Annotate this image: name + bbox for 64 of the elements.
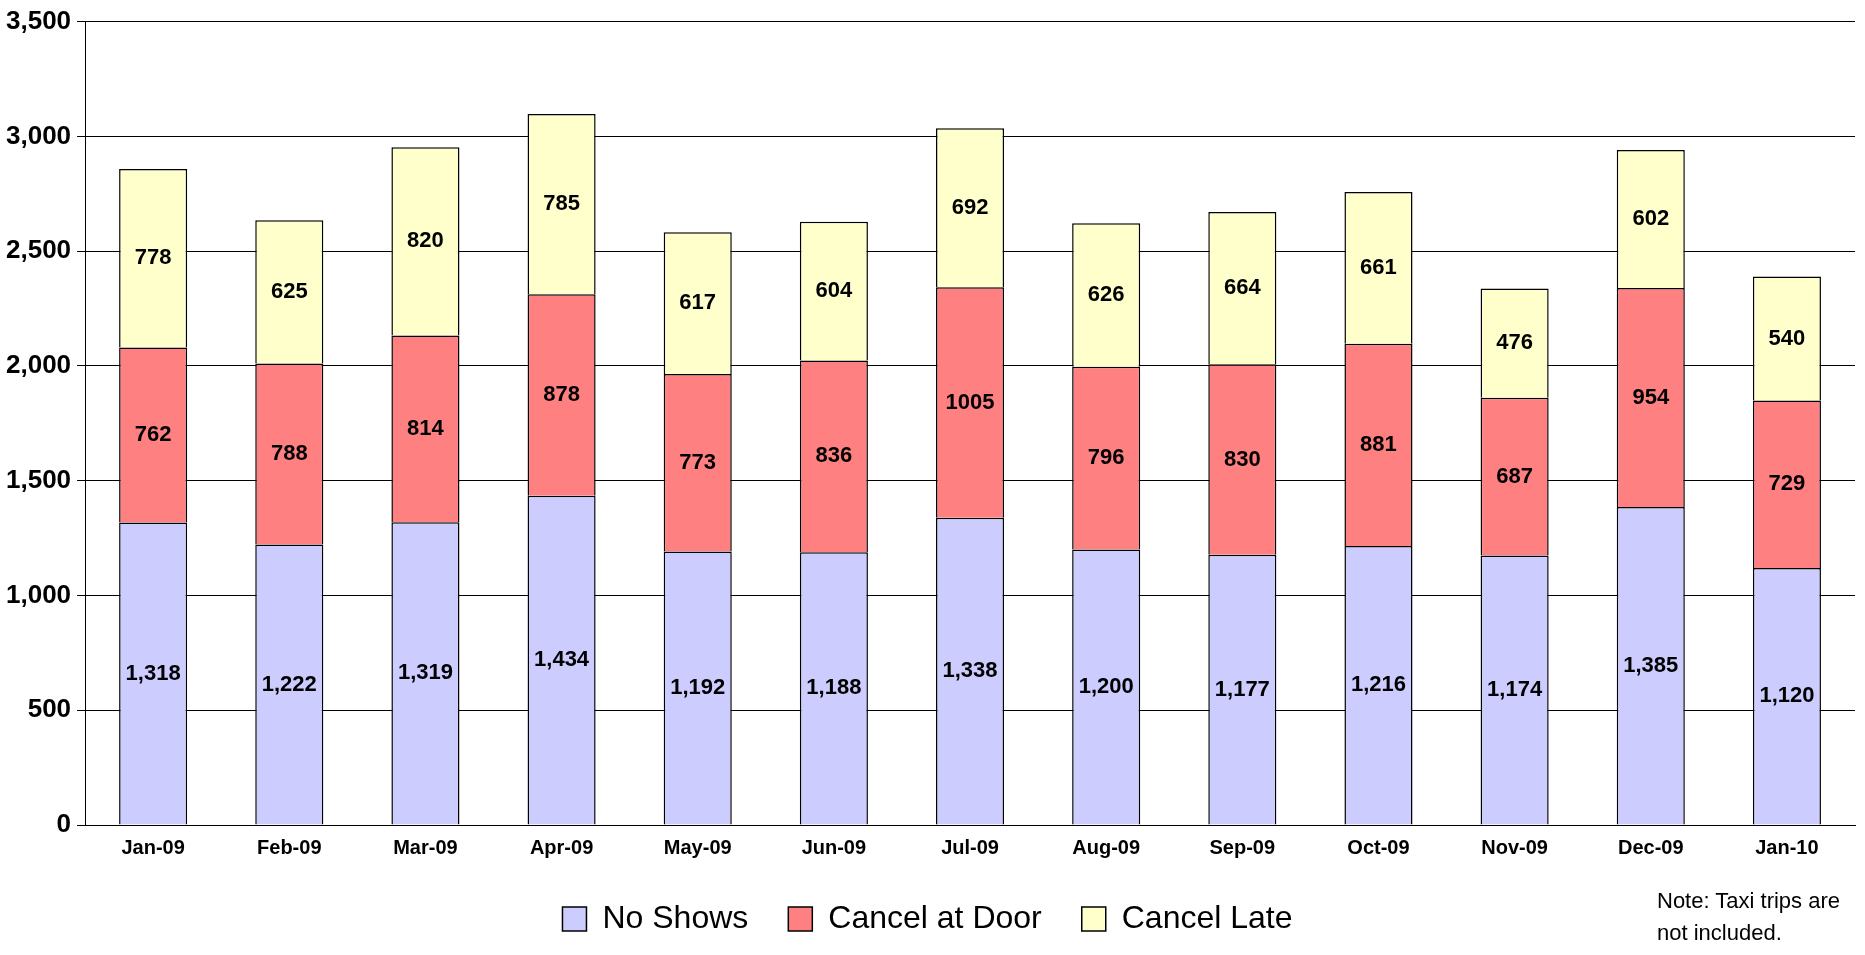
data-label: 836 bbox=[815, 442, 853, 468]
x-tick-label: Mar-09 bbox=[393, 835, 458, 858]
data-label: 881 bbox=[1360, 430, 1397, 456]
y-tick-label: 1,500 bbox=[5, 463, 72, 494]
data-label: 661 bbox=[1360, 253, 1397, 279]
data-label: 617 bbox=[679, 289, 717, 315]
x-tick-label: May-09 bbox=[663, 835, 732, 858]
data-label: 1005 bbox=[945, 388, 995, 414]
x-tick-label: Apr-09 bbox=[529, 835, 594, 858]
data-label: 1,174 bbox=[1487, 676, 1543, 702]
x-tick-label: Jan-10 bbox=[1755, 835, 1819, 858]
data-label: 785 bbox=[543, 190, 580, 216]
x-tick-label: Jul-09 bbox=[941, 835, 999, 858]
data-label: 788 bbox=[270, 440, 308, 466]
data-label: 796 bbox=[1087, 444, 1125, 470]
text: Note: Taxi trips are not included. bbox=[1657, 887, 1841, 948]
x-tick-label: Jan-09 bbox=[121, 835, 185, 858]
data-label: 1,216 bbox=[1350, 671, 1407, 697]
data-label: 1,177 bbox=[1214, 675, 1270, 701]
data-label: 1,319 bbox=[397, 659, 453, 685]
data-label: 778 bbox=[134, 244, 172, 270]
x-tick-label: Jun-09 bbox=[801, 835, 867, 858]
x-tick-label: Aug-09 bbox=[1072, 835, 1141, 858]
data-label: 1,385 bbox=[1623, 651, 1679, 677]
data-label: 878 bbox=[543, 381, 580, 407]
x-tick-label: Nov-09 bbox=[1481, 835, 1548, 858]
data-label: 773 bbox=[679, 448, 717, 474]
legend-label: Cancel at Door bbox=[828, 898, 1043, 935]
data-label: 540 bbox=[1768, 324, 1806, 350]
y-tick-label: 3,000 bbox=[5, 119, 72, 150]
data-label: 625 bbox=[270, 277, 308, 303]
y-tick-label: 2,000 bbox=[5, 349, 72, 380]
x-tick-label: Oct-09 bbox=[1347, 835, 1410, 858]
y-tick-label: 2,500 bbox=[5, 234, 72, 265]
data-label: 1,120 bbox=[1759, 682, 1815, 708]
data-label: 954 bbox=[1632, 383, 1670, 409]
y-tick-label: 500 bbox=[27, 693, 72, 724]
legend-label: Cancel Late bbox=[1121, 898, 1293, 935]
data-label: 692 bbox=[951, 193, 989, 219]
data-label: 626 bbox=[1087, 281, 1125, 307]
data-label: 476 bbox=[1496, 329, 1533, 355]
data-label: 602 bbox=[1632, 205, 1670, 231]
data-label: 1,200 bbox=[1078, 673, 1134, 699]
data-label: 1,222 bbox=[261, 670, 317, 696]
data-label: 814 bbox=[407, 414, 445, 440]
y-tick-label: 1,000 bbox=[5, 578, 72, 609]
legend-label: No Shows bbox=[602, 898, 749, 935]
data-label: 1,434 bbox=[534, 646, 590, 672]
data-label: 729 bbox=[1768, 470, 1806, 496]
data-label: 1,188 bbox=[806, 674, 862, 700]
data-label: 1,318 bbox=[125, 659, 181, 685]
data-label: 687 bbox=[1496, 462, 1533, 488]
data-label: 762 bbox=[134, 421, 172, 447]
data-label: 830 bbox=[1223, 445, 1261, 471]
x-tick-label: Sep-09 bbox=[1209, 835, 1276, 858]
data-label: 1,192 bbox=[670, 674, 726, 699]
data-label: 820 bbox=[407, 227, 444, 253]
data-label: 604 bbox=[815, 277, 853, 303]
y-tick-label: 3,500 bbox=[5, 4, 72, 35]
x-tick-label: Feb-09 bbox=[257, 835, 322, 858]
data-label: 1,338 bbox=[942, 657, 998, 683]
y-tick-label: 0 bbox=[56, 808, 72, 839]
data-label: 664 bbox=[1223, 274, 1262, 300]
x-tick-label: Dec-09 bbox=[1617, 835, 1684, 858]
